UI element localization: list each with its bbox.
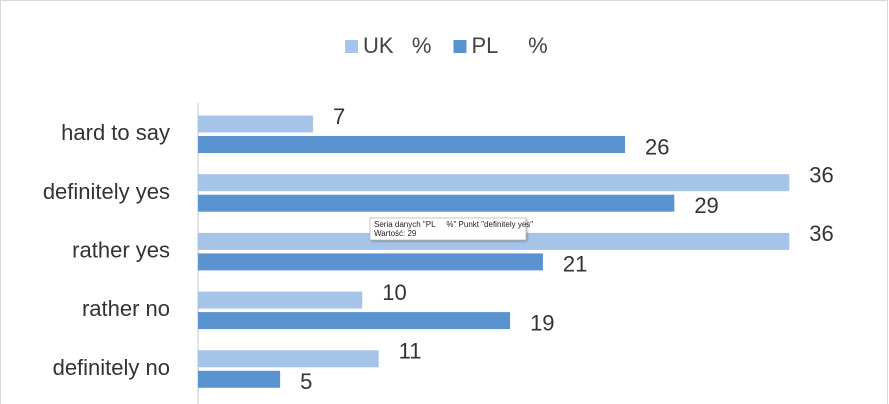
- legend-label: UK %: [363, 33, 431, 58]
- legend-swatch: [345, 40, 358, 53]
- bar: [198, 136, 626, 153]
- data-label: 26: [645, 134, 669, 159]
- data-label: 36: [809, 221, 833, 246]
- data-label: 11: [399, 339, 422, 364]
- tooltip-text: Wartość: 29: [374, 229, 417, 238]
- data-label: 5: [300, 369, 312, 394]
- bar: [198, 350, 379, 368]
- bar: [198, 370, 281, 388]
- legend: UK % PL %: [345, 33, 548, 58]
- y-tick-label: definitely no: [53, 355, 170, 380]
- y-tick-label: hard to say: [61, 120, 170, 145]
- bar: [198, 291, 363, 309]
- legend-label: PL %: [471, 33, 547, 58]
- tooltip-box: [369, 217, 527, 241]
- tooltip-text: Seria danych "PL %" Punkt "definitely ye…: [374, 220, 533, 229]
- y-tick-label: rather yes: [72, 237, 170, 262]
- legend-swatch: [453, 40, 467, 53]
- bar: [198, 115, 313, 133]
- bar: [198, 253, 543, 271]
- bar: [198, 174, 790, 192]
- data-label: 10: [382, 280, 406, 305]
- bar: [198, 194, 675, 212]
- y-tick-label: definitely yes: [43, 179, 170, 204]
- data-label: 29: [694, 193, 718, 218]
- y-tick-label: rather no: [82, 296, 170, 321]
- data-label: 7: [333, 104, 345, 129]
- tooltip: Seria danych "PL %" Punkt "definitely ye…: [369, 217, 533, 241]
- data-label: 19: [530, 310, 554, 335]
- bar: [198, 312, 511, 330]
- data-label: 36: [809, 163, 833, 188]
- bar: [198, 232, 790, 250]
- data-label: 21: [563, 252, 587, 277]
